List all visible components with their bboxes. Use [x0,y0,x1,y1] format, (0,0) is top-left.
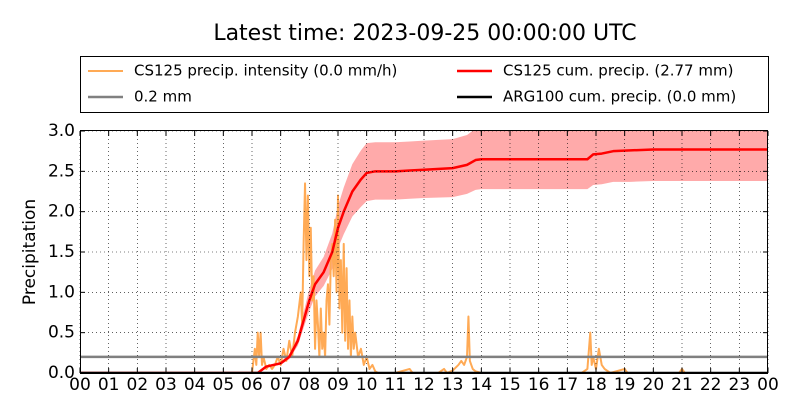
x-tick-label: 15 [499,375,521,395]
x-tick-label: 03 [155,375,177,395]
chart-title: Latest time: 2023-09-25 00:00:00 UTC [213,21,636,46]
x-tick-label: 11 [385,375,407,395]
x-tick-label: 01 [98,375,120,395]
y-tick-label: 3.0 [48,121,75,141]
y-axis-label: Precipitation [20,199,40,305]
x-tick-label: 00 [757,375,779,395]
y-tick-label: 2.0 [48,202,75,222]
x-tick-label: 10 [356,375,378,395]
legend-label: CS125 precip. intensity (0.0 mm/h) [134,62,397,80]
x-tick-label: 21 [671,375,693,395]
uncertainty-band [80,131,768,373]
x-tick-label: 09 [327,375,349,395]
x-tick-label: 02 [127,375,149,395]
x-tick-label: 12 [413,375,435,395]
y-tick-label: 1.0 [48,282,75,302]
x-tick-label: 17 [557,375,579,395]
legend-label: ARG100 cum. precip. (0.0 mm) [503,88,736,106]
x-tick-label: 23 [729,375,751,395]
series-line [80,148,768,373]
legend-label: CS125 cum. precip. (2.77 mm) [503,62,733,80]
x-tick-label: 13 [442,375,464,395]
x-tick-label: 18 [585,375,607,395]
x-tick-label: 06 [241,375,263,395]
x-tick-label: 14 [471,375,493,395]
legend-box [80,56,769,113]
legend-label: 0.2 mm [134,88,192,106]
x-tick-label: 22 [700,375,722,395]
x-tick-label: 05 [213,375,235,395]
x-tick-label: 04 [184,375,206,395]
x-tick-label: 16 [528,375,550,395]
x-tick-label: 19 [614,375,636,395]
x-tick-label: 20 [643,375,665,395]
y-tick-label: 0.5 [48,323,75,343]
y-tick-label: 1.5 [48,242,75,262]
x-tick-label: 00 [69,375,91,395]
x-tick-label: 08 [299,375,321,395]
y-tick-label: 2.5 [48,161,75,181]
y-tick-label: 0.0 [48,363,75,383]
x-tick-label: 07 [270,375,292,395]
